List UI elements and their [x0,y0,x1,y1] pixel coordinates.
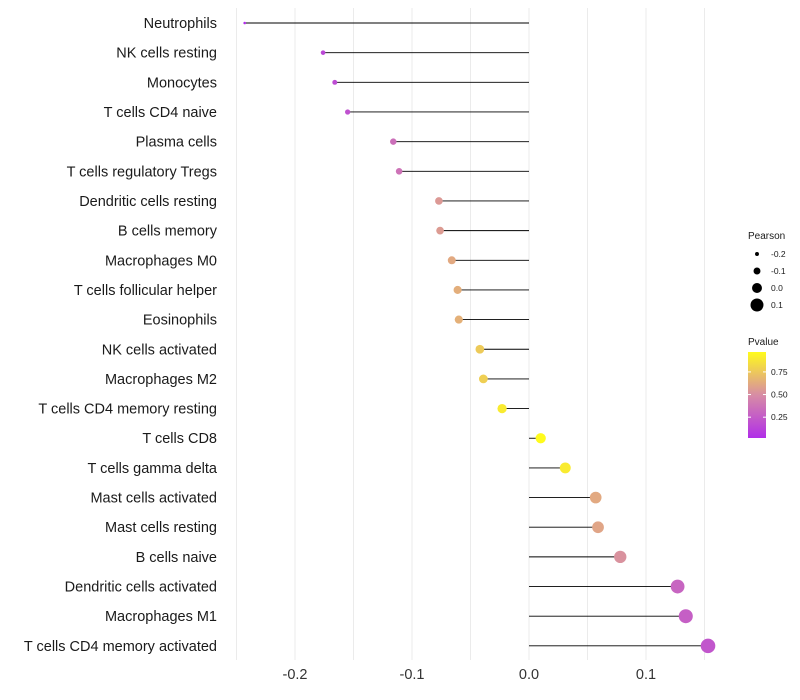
size-legend-key [753,267,761,275]
category-label: Mast cells resting [105,520,217,536]
size-legend-key [752,283,762,293]
stems [244,22,709,647]
color-legend: Pvalue 0.75 0.50 0.25 [748,337,788,438]
category-label: Plasma cells [136,135,217,151]
x-tick-label: -0.2 [283,667,308,683]
data-point [497,403,507,414]
category-label: Monocytes [147,75,217,91]
size-legend-key [750,298,764,312]
category-label: T cells CD4 naive [104,105,217,121]
grid-lines [236,8,705,660]
size-legend-key [755,252,759,256]
x-tick-label: 0.1 [636,667,656,683]
data-point [559,462,571,474]
category-label: T cells regulatory Tregs [67,164,217,180]
color-legend-bar [748,352,766,438]
category-label: T cells CD4 memory resting [38,402,217,418]
category-label: B cells memory [118,224,218,240]
data-point [395,168,403,175]
points [243,21,716,654]
category-label: Neutrophils [144,16,217,32]
data-point [700,638,716,654]
data-point [670,579,685,594]
category-label: T cells CD8 [142,431,217,447]
category-label: Eosinophils [143,313,217,329]
data-point [478,374,488,384]
category-label: Dendritic cells resting [79,194,217,210]
category-label: B cells naive [136,550,217,566]
x-tick-label: -0.1 [400,667,425,683]
y-axis-labels: Neutrophils NK cells resting Monocytes T ce… [24,16,218,655]
color-legend-label: 0.75 [771,367,788,377]
category-label: Macrophages M1 [105,609,217,625]
category-label: NK cells resting [116,46,217,62]
data-point [390,138,397,145]
data-point [345,109,351,115]
category-label: Dendritic cells activated [65,580,217,596]
color-legend-label: 0.25 [771,412,788,422]
data-point [435,197,443,205]
size-legend-label: 0.1 [771,300,783,310]
data-point [453,285,462,294]
category-label: T cells gamma delta [88,461,218,477]
data-point [589,491,602,504]
data-point [320,50,326,55]
x-axis-ticks: -0.2 -0.1 0.0 0.1 [283,667,657,683]
category-label: T cells CD4 memory activated [24,639,217,655]
data-point [678,609,693,624]
data-point [535,433,546,444]
size-legend-label: 0.0 [771,283,783,293]
category-label: T cells follicular helper [74,283,217,299]
data-point [447,256,456,265]
color-legend-title: Pvalue [748,337,779,348]
category-label: NK cells activated [102,342,217,358]
data-point [436,226,444,235]
category-label: Macrophages M0 [105,253,217,269]
size-legend: Pearson -0.2 -0.1 0.0 0.1 [748,231,786,312]
size-legend-label: -0.1 [771,266,786,276]
data-point [614,550,627,564]
x-tick-label: 0.0 [519,667,539,683]
color-legend-label: 0.50 [771,390,788,400]
data-point [332,79,338,85]
data-point [454,315,463,324]
category-label: Mast cells activated [90,491,217,507]
category-label: Macrophages M2 [105,372,217,388]
size-legend-title: Pearson [748,231,785,242]
data-point [592,521,604,534]
data-point [475,344,485,354]
size-legend-label: -0.2 [771,249,786,259]
data-point [243,21,246,25]
